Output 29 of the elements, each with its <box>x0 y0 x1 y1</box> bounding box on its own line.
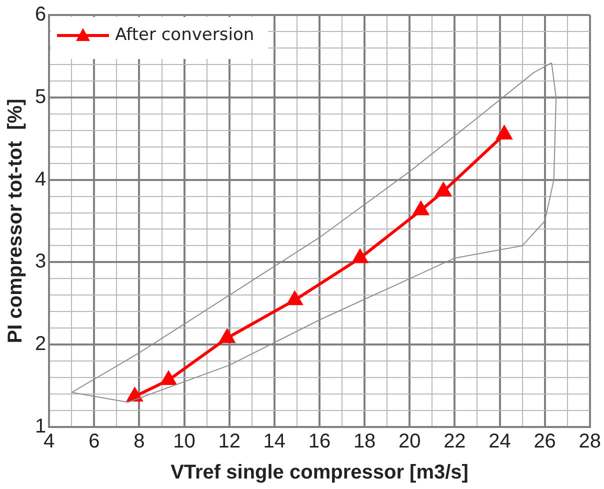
x-tick-label: 8 <box>134 430 145 453</box>
x-tick-label: 12 <box>218 430 240 453</box>
x-tick-label: 18 <box>353 430 376 453</box>
y-tick-label: 6 <box>35 4 46 26</box>
y-tick-label: 3 <box>35 250 46 273</box>
x-axis-title: VTref single compressor [m3/s] <box>170 462 468 484</box>
x-tick-label: 10 <box>173 430 196 453</box>
x-tick-label: 26 <box>534 430 556 453</box>
point <box>436 182 451 196</box>
point <box>287 292 302 306</box>
point <box>352 250 368 264</box>
x-tick-label: 20 <box>398 430 421 453</box>
y-tick-label: 4 <box>35 168 46 190</box>
point <box>413 202 428 216</box>
x-tick-label: 24 <box>488 430 511 453</box>
x-tick-label: 6 <box>88 430 100 453</box>
y-axis-title: PI compressor tot-tot [%] <box>4 98 27 344</box>
x-tick-label: 22 <box>444 430 466 453</box>
x-tick-label: 14 <box>263 430 286 453</box>
point <box>496 126 512 140</box>
x-tick-label: 28 <box>578 430 601 453</box>
y-tick-label: 2 <box>35 333 46 356</box>
x-tick-label: 16 <box>308 430 331 453</box>
y-tick-label: 1 <box>35 416 46 438</box>
point <box>220 330 235 344</box>
point <box>160 372 176 386</box>
legend-label: After conversion <box>115 25 254 45</box>
y-tick-label: 5 <box>35 86 46 108</box>
point <box>127 388 142 402</box>
